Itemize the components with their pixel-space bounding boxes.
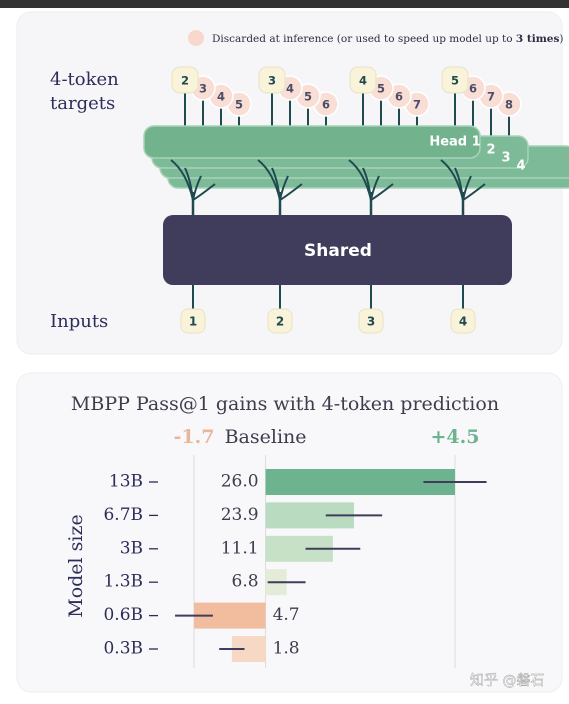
head-label: 2 bbox=[486, 143, 495, 158]
watermark: 知乎 @磐石 bbox=[470, 672, 544, 689]
y-tick-label: 13B bbox=[109, 472, 143, 492]
baseline-label: 26.0 bbox=[221, 472, 259, 492]
top-bar bbox=[0, 0, 569, 8]
target-token-label: 8 bbox=[505, 98, 513, 112]
target-token-label: 6 bbox=[469, 82, 477, 96]
diagram: Discarded at inference (or used to speed… bbox=[50, 30, 569, 334]
head-label: 3 bbox=[501, 151, 510, 166]
input-token bbox=[180, 308, 206, 334]
shared-box bbox=[163, 215, 512, 285]
fan-branch bbox=[279, 175, 289, 201]
fan-branch bbox=[192, 175, 202, 201]
fan-branch bbox=[271, 167, 281, 201]
fan-branch bbox=[279, 183, 303, 201]
chart-title: MBPP Pass@1 gains with 4-token predictio… bbox=[71, 393, 499, 415]
fan-branch bbox=[192, 183, 216, 201]
x-tick-label: -1.7 bbox=[174, 426, 215, 448]
baseline-label: 6.8 bbox=[232, 572, 259, 592]
target-token-label: 3 bbox=[199, 82, 207, 96]
fan-branch bbox=[362, 167, 372, 201]
input-token-label: 1 bbox=[189, 315, 197, 329]
target-token-label: 2 bbox=[181, 74, 189, 88]
target-token-label: 7 bbox=[487, 90, 495, 104]
targets-label: 4-token bbox=[50, 69, 119, 90]
x-tick-label: +4.5 bbox=[431, 426, 480, 448]
target-token-label: 5 bbox=[235, 98, 243, 112]
target-token-label: 4 bbox=[217, 90, 225, 104]
head-label: 4 bbox=[516, 159, 525, 174]
fan-branch bbox=[454, 167, 464, 201]
target-token bbox=[171, 66, 199, 94]
baseline-label: 11.1 bbox=[221, 538, 259, 558]
target-token-label: 6 bbox=[395, 90, 403, 104]
fan-branch bbox=[462, 175, 472, 201]
shared-label: Shared bbox=[304, 241, 372, 261]
target-token-label: 7 bbox=[413, 98, 421, 112]
inputs-label: Inputs bbox=[50, 311, 108, 332]
target-token bbox=[349, 66, 377, 94]
input-token-label: 4 bbox=[459, 315, 467, 329]
head bbox=[143, 125, 481, 159]
target-token-label: 4 bbox=[286, 82, 294, 96]
y-tick-label: 1.3B bbox=[103, 572, 143, 592]
target-token bbox=[441, 66, 469, 94]
baseline-label: 4.7 bbox=[273, 605, 300, 625]
target-token-label: 6 bbox=[322, 98, 330, 112]
fan-branch bbox=[370, 183, 394, 201]
targets-label: targets bbox=[50, 93, 115, 114]
input-token-label: 2 bbox=[276, 315, 284, 329]
chart-panel bbox=[16, 372, 563, 693]
x-tick-label: Baseline bbox=[225, 426, 307, 448]
target-token-label: 5 bbox=[377, 82, 385, 96]
input-token bbox=[450, 308, 476, 334]
legend-dot bbox=[188, 30, 204, 46]
fan-branch bbox=[184, 167, 194, 201]
target-token-label: 5 bbox=[451, 74, 459, 88]
input-token bbox=[267, 308, 293, 334]
legend-bold: 3 times bbox=[516, 33, 560, 45]
head-label: Head 1 bbox=[429, 135, 480, 150]
input-token bbox=[358, 308, 384, 334]
y-tick-label: 0.3B bbox=[103, 639, 143, 659]
target-token-label: 4 bbox=[359, 74, 367, 88]
input-token-label: 3 bbox=[367, 315, 375, 329]
baseline-label: 23.9 bbox=[221, 505, 259, 525]
target-token bbox=[258, 66, 286, 94]
fan-branch bbox=[370, 175, 380, 201]
legend-text: Discarded at inference (or used to speed… bbox=[212, 33, 564, 45]
y-axis-label: Model size bbox=[65, 514, 87, 618]
y-tick-label: 3B bbox=[120, 538, 143, 558]
legend-end: ) bbox=[559, 33, 563, 45]
y-tick-label: 6.7B bbox=[103, 505, 143, 525]
baseline-label: 1.8 bbox=[273, 639, 300, 659]
legend-part: Discarded at inference (or used to speed… bbox=[212, 33, 516, 45]
target-token-label: 5 bbox=[304, 90, 312, 104]
fan-branch bbox=[462, 183, 486, 201]
y-tick-label: 0.6B bbox=[103, 605, 143, 625]
target-token-label: 3 bbox=[268, 74, 276, 88]
